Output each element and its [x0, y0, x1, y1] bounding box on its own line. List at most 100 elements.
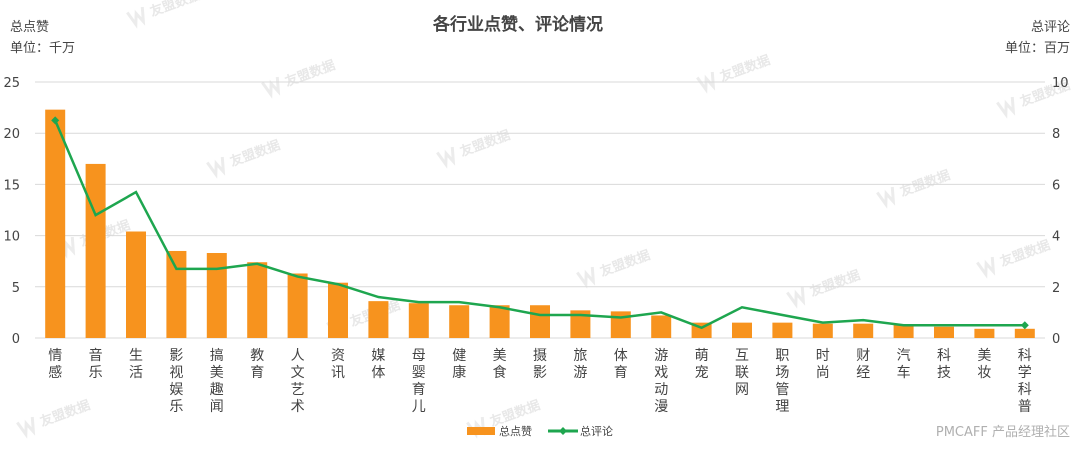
watermark-logo-icon — [996, 96, 1016, 119]
bar — [934, 326, 954, 338]
category-label: 摄影 — [533, 348, 547, 381]
left-axis-unit: 单位：千万 — [10, 41, 75, 56]
category-label: 科学科普 — [1018, 348, 1032, 415]
watermark-text: 友盟数据 — [998, 237, 1052, 270]
watermark-mark: 友盟数据 — [16, 397, 92, 439]
bar — [853, 323, 874, 338]
category-label: 财经 — [856, 348, 870, 381]
watermark-logo-icon — [696, 71, 716, 94]
watermark-mark: 友盟数据 — [576, 247, 652, 289]
bar — [651, 315, 672, 338]
left-tick-label: 0 — [12, 332, 20, 347]
left-tick-label: 15 — [3, 178, 20, 193]
left-tick-label: 20 — [3, 127, 20, 142]
line-series — [51, 116, 1029, 330]
bar — [368, 301, 389, 338]
left-tick-label: 5 — [12, 281, 20, 296]
category-label: 互联网 — [735, 348, 749, 398]
category-label: 情感 — [48, 348, 62, 381]
bar — [974, 328, 995, 338]
comment-line — [54, 119, 1025, 330]
watermark-mark: 友盟数据 — [976, 237, 1052, 279]
bar — [732, 322, 752, 338]
left-tick-label: 25 — [3, 76, 20, 91]
bar — [126, 231, 146, 338]
bar — [893, 324, 914, 338]
category-label: 音乐 — [89, 347, 103, 381]
line-point — [1020, 321, 1029, 330]
watermark-logo-icon — [261, 76, 281, 99]
bar — [287, 273, 308, 338]
bar — [206, 253, 227, 338]
bar — [449, 305, 470, 338]
right-axis-label: 总评论 — [1031, 20, 1070, 35]
category-label: 教育 — [250, 348, 264, 381]
bar — [247, 262, 268, 338]
watermark-logo-icon — [436, 146, 456, 169]
bar — [530, 305, 550, 338]
right-tick-label: 10 — [1052, 76, 1069, 91]
category-label: 媒体 — [371, 348, 385, 381]
category-label: 科技 — [937, 348, 951, 381]
watermark-mark: 友盟数据 — [696, 52, 772, 94]
category-label: 生活 — [129, 348, 143, 381]
axis-ticks: 0 5 10 15 20 25 0 2 4 6 8 10 — [3, 76, 1068, 347]
chart-title: 各行业点赞、评论情况 — [432, 14, 603, 35]
watermark-mark: 友盟数据 — [786, 267, 862, 309]
category-label: 时尚 — [816, 348, 830, 381]
watermark-text: 友盟数据 — [718, 52, 772, 85]
legend-line-label: 总评论 — [580, 424, 613, 438]
bar — [328, 282, 348, 338]
category-label: 游戏动漫 — [654, 348, 668, 415]
bar — [85, 163, 106, 338]
legend-bar-label: 总点赞 — [499, 424, 532, 438]
right-axis-unit: 单位：百万 — [1005, 41, 1070, 56]
category-label: 萌宠 — [695, 348, 709, 381]
category-label: 汽车 — [897, 348, 911, 381]
bar — [166, 250, 187, 338]
watermark-logo-icon — [126, 6, 146, 29]
right-tick-label: 4 — [1052, 230, 1060, 245]
category-label: 影视娱乐 — [169, 348, 183, 415]
watermark-logo-icon — [206, 156, 226, 179]
bar — [1014, 328, 1035, 338]
left-axis-label: 总点赞 — [10, 20, 49, 35]
watermark-text: 友盟数据 — [283, 57, 337, 90]
left-tick-label: 10 — [3, 230, 20, 245]
bar — [45, 109, 66, 338]
bar — [812, 323, 833, 338]
watermark-text: 友盟数据 — [38, 397, 92, 430]
category-label: 职场管理 — [775, 348, 789, 415]
bar — [489, 305, 510, 338]
right-tick-label: 0 — [1052, 332, 1060, 347]
watermark-logo-icon — [976, 256, 996, 279]
bar — [772, 322, 793, 338]
watermark-mark: 友盟数据 — [876, 167, 952, 209]
watermark-mark: 友盟数据 — [206, 137, 282, 179]
watermark-text: 友盟数据 — [228, 137, 282, 170]
watermark-logo-icon — [786, 286, 806, 309]
watermark-text: 友盟数据 — [148, 0, 202, 20]
category-label: 资讯 — [331, 348, 345, 381]
watermark-mark: 友盟数据 — [261, 57, 337, 99]
category-label: 母婴育儿 — [412, 348, 426, 415]
category-label: 美食 — [493, 348, 507, 381]
watermark-text: 友盟数据 — [458, 127, 512, 160]
watermark-logo-icon — [576, 266, 596, 289]
watermark-text: 友盟数据 — [808, 267, 862, 300]
watermark-logo-icon — [16, 416, 36, 439]
bar — [610, 311, 631, 338]
bar — [570, 310, 591, 338]
watermark-mark: 友盟数据 — [126, 0, 202, 29]
category-label: 体育 — [614, 348, 628, 381]
line-point — [51, 116, 60, 125]
bar-series — [45, 109, 1035, 338]
watermark-text: 友盟数据 — [598, 247, 652, 280]
category-label: 人文艺术 — [291, 348, 305, 415]
right-tick-label: 8 — [1052, 127, 1060, 142]
legend-line-marker — [559, 427, 567, 435]
category-label: 美妆 — [977, 348, 991, 381]
